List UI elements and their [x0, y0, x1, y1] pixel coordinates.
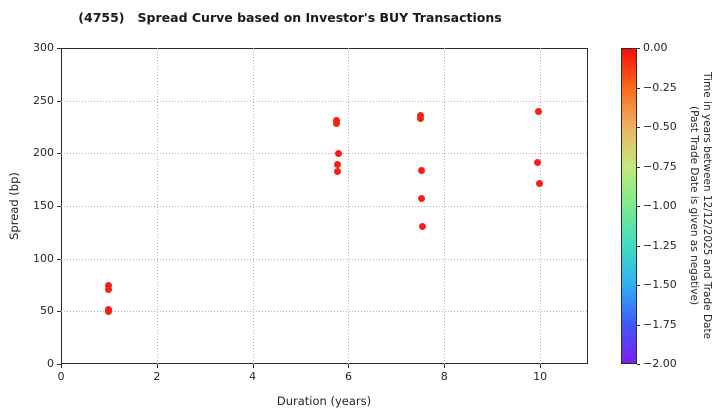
colorbar-tick-mark	[637, 166, 640, 168]
x-tick-label: 2	[153, 370, 161, 383]
x-tick-mark	[156, 364, 158, 368]
colorbar-tick-label: −2.00	[643, 357, 677, 370]
colorbar-tick-mark	[637, 285, 640, 286]
y-gridline	[61, 258, 588, 260]
colorbar-tick-mark	[637, 206, 640, 207]
y-tick-mark	[57, 100, 61, 102]
y-tick-label: 100	[33, 251, 54, 265]
colorbar-tick-label: −1.00	[643, 199, 677, 212]
data-point	[105, 281, 113, 289]
y-tick-label: 50	[40, 304, 54, 318]
y-tick-mark	[57, 206, 61, 207]
colorbar	[621, 48, 637, 364]
data-point	[418, 166, 426, 174]
data-point	[334, 167, 342, 175]
data-point	[534, 107, 542, 115]
colorbar-tick-mark	[637, 364, 640, 365]
data-point	[535, 180, 543, 188]
x-tick-mark	[252, 364, 254, 368]
y-tick-label: 200	[33, 146, 54, 160]
y-gridline	[61, 311, 588, 313]
data-point	[334, 161, 342, 169]
colorbar-tick-label: −0.25	[643, 80, 677, 94]
y-tick-mark	[57, 364, 61, 365]
colorbar-tick-mark	[637, 245, 640, 247]
data-point	[416, 115, 424, 123]
y-tick-mark	[57, 311, 61, 313]
y-tick-mark	[57, 258, 61, 260]
data-point	[419, 222, 427, 230]
data-point	[335, 149, 343, 157]
data-point	[332, 120, 340, 128]
colorbar-tick-label: −1.75	[643, 317, 677, 331]
x-tick-label: 0	[57, 370, 65, 383]
y-tick-mark	[57, 153, 61, 155]
y-tick-mark	[57, 48, 61, 49]
y-gridline	[61, 100, 588, 102]
x-tick-mark	[444, 364, 446, 368]
y-gridline	[61, 153, 588, 155]
y-gridline	[61, 206, 588, 207]
x-tick-label: 8	[440, 370, 448, 383]
colorbar-tick-label: 0.00	[643, 41, 668, 54]
y-tick-label: 0	[47, 357, 54, 370]
colorbar-tick-mark	[637, 48, 640, 49]
x-tick-mark	[348, 364, 350, 368]
colorbar-tick-label: −1.50	[643, 278, 677, 291]
chart-title: (4755) Spread Curve based on Investor's …	[78, 10, 502, 25]
x-tick-mark	[61, 364, 62, 368]
colorbar-tick-label: −0.50	[643, 120, 677, 133]
x-tick-label: 4	[249, 370, 257, 383]
x-tick-label: 10	[533, 370, 548, 383]
colorbar-tick-label: −1.25	[643, 238, 677, 252]
data-point	[417, 195, 425, 203]
y-tick-label: 300	[33, 41, 54, 54]
y-tick-label: 150	[33, 199, 54, 212]
colorbar-label-line2: (Past Trade Date is given as negative)	[688, 106, 700, 306]
colorbar-tick-mark	[637, 87, 640, 89]
colorbar-tick-mark	[637, 324, 640, 326]
data-point	[105, 285, 113, 293]
colorbar-tick-label: −0.75	[643, 159, 677, 173]
x-axis-label: Duration (years)	[276, 394, 372, 408]
data-point	[534, 159, 542, 167]
data-point	[105, 307, 113, 315]
y-tick-label: 250	[33, 93, 54, 107]
colorbar-label-line1: Time in years between 12/12/2025 and Tra…	[701, 72, 713, 340]
colorbar-tick-mark	[637, 127, 640, 128]
x-tick-mark	[540, 364, 542, 368]
x-tick-label: 6	[344, 370, 352, 383]
